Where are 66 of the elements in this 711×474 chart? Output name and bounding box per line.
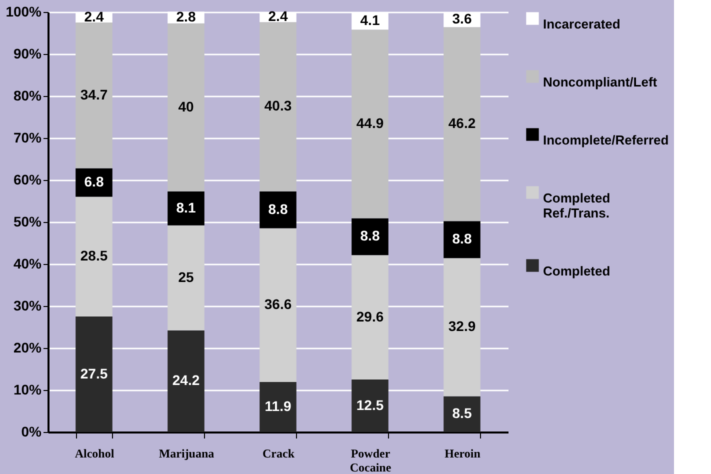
data-label: 25 — [178, 268, 194, 285]
bar — [76, 22, 112, 168]
y-tick-label: 10% — [13, 382, 42, 398]
y-tick-label: 40% — [13, 256, 42, 272]
x-tick-label: Heroin — [444, 446, 481, 460]
data-label: 29.6 — [356, 308, 384, 324]
legend-label: Incarcerated — [543, 16, 620, 32]
bar — [444, 258, 480, 396]
data-label: 2.4 — [268, 8, 288, 24]
data-label: 2.4 — [84, 8, 104, 24]
x-tick-label: Marijuana — [158, 446, 214, 460]
bar — [168, 191, 204, 226]
bar — [260, 191, 296, 228]
legend-label: Noncompliant/Left — [543, 74, 658, 90]
bar — [444, 27, 480, 222]
bar — [260, 228, 296, 382]
bar — [76, 316, 112, 432]
data-label: 27.5 — [80, 365, 108, 382]
data-label: 28.5 — [80, 248, 108, 264]
bar — [444, 396, 480, 432]
data-label: 8.1 — [176, 199, 196, 216]
data-label: 3.6 — [452, 10, 472, 27]
bar — [352, 218, 388, 256]
y-tick-label: 100% — [6, 4, 42, 20]
bar — [352, 380, 388, 432]
legend-label: Incomplete/Referred — [543, 132, 669, 148]
data-label: 8.8 — [360, 228, 380, 244]
y-tick-label: 70% — [13, 130, 42, 146]
x-tick-label: Powder Cocaine — [350, 446, 392, 474]
y-tick-label: 20% — [13, 340, 42, 356]
y-tick-label: 60% — [13, 172, 42, 188]
bar — [444, 221, 480, 258]
x-tick-label: Crack — [262, 446, 295, 460]
legend-label: Completed Ref./Trans. — [543, 190, 610, 220]
bar — [168, 330, 204, 432]
y-tick-label: 50% — [13, 214, 42, 230]
data-label: 6.8 — [84, 174, 104, 190]
bar — [76, 196, 112, 316]
bar — [76, 168, 112, 197]
bar — [168, 225, 204, 330]
data-label: 8.5 — [452, 405, 472, 422]
y-tick-label: 0% — [21, 424, 42, 440]
bar — [168, 23, 204, 192]
data-label: 8.8 — [268, 200, 288, 217]
data-label: 4.1 — [360, 12, 380, 28]
y-tick-label: 30% — [13, 298, 42, 314]
y-tick-label: 80% — [13, 88, 42, 104]
x-tick-label: Alcohol — [74, 446, 115, 460]
data-label: 2.8 — [176, 8, 196, 24]
data-label: 34.7 — [80, 86, 108, 102]
data-label: 32.9 — [448, 318, 476, 334]
bar — [352, 255, 388, 380]
data-label: 36.6 — [264, 296, 292, 312]
y-tick-label: 90% — [13, 46, 42, 62]
data-label: 44.9 — [356, 114, 384, 131]
legend-label: Completed — [543, 264, 610, 278]
bar — [260, 382, 296, 432]
data-label: 11.9 — [264, 398, 292, 414]
bar — [260, 22, 296, 192]
data-label: 46.2 — [448, 115, 476, 132]
bar — [352, 30, 388, 218]
data-label: 40.3 — [264, 98, 292, 114]
data-label: 24.2 — [172, 372, 200, 388]
data-label: 40 — [178, 98, 194, 114]
data-label: 8.8 — [452, 230, 472, 247]
data-label: 12.5 — [356, 396, 384, 413]
